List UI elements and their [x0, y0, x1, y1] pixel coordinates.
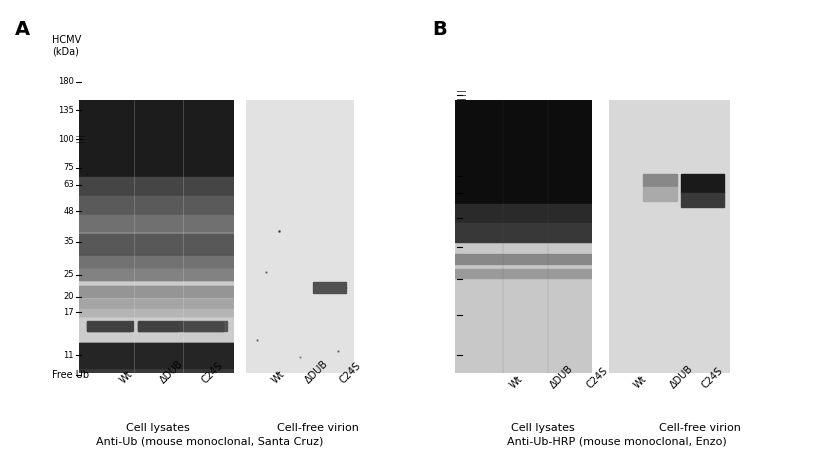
Text: (kDa): (kDa)	[52, 47, 79, 57]
Bar	[455, 269, 592, 278]
Text: Cell lysates: Cell lysates	[511, 423, 575, 433]
Bar	[87, 321, 133, 331]
Bar	[643, 174, 676, 187]
Bar	[79, 286, 234, 297]
Bar	[79, 215, 234, 231]
Text: C24S: C24S	[585, 365, 610, 390]
Bar	[681, 193, 724, 207]
Text: ΔDUB: ΔDUB	[303, 358, 330, 385]
Bar	[79, 269, 234, 280]
Bar	[79, 368, 234, 373]
Text: Anti-Ub (mouse monoclonal, Santa Cruz): Anti-Ub (mouse monoclonal, Santa Cruz)	[96, 437, 324, 447]
Text: C24S: C24S	[338, 360, 363, 385]
Bar	[184, 321, 228, 331]
Bar	[79, 100, 234, 177]
Bar	[79, 308, 234, 316]
Text: Anti-Ub-HRP (mouse monoclonal, Enzo): Anti-Ub-HRP (mouse monoclonal, Enzo)	[507, 437, 727, 447]
Bar	[79, 177, 234, 196]
Bar	[314, 282, 346, 293]
Text: Wt: Wt	[508, 374, 525, 390]
Text: A: A	[15, 20, 30, 39]
Bar	[79, 299, 234, 308]
Text: Cell-free virion: Cell-free virion	[277, 423, 359, 433]
Bar	[79, 228, 234, 242]
Text: Wt: Wt	[632, 374, 649, 390]
Bar	[643, 187, 676, 201]
Bar	[455, 204, 592, 223]
Bar	[455, 223, 592, 242]
Bar	[79, 286, 234, 297]
Bar	[79, 242, 234, 258]
Text: 100: 100	[58, 135, 74, 144]
Text: 20: 20	[63, 292, 74, 301]
Text: Wt: Wt	[118, 369, 134, 385]
Text: 17: 17	[63, 308, 74, 317]
Bar	[79, 177, 234, 204]
Text: B: B	[432, 20, 447, 39]
Bar	[79, 258, 234, 269]
Bar	[79, 234, 234, 253]
Text: HCMV: HCMV	[52, 35, 81, 45]
Text: 35: 35	[63, 238, 74, 247]
Bar	[79, 204, 234, 223]
Text: 75: 75	[63, 163, 74, 172]
Text: 25: 25	[63, 270, 74, 279]
Text: Free Ub: Free Ub	[52, 370, 89, 380]
Text: 180: 180	[58, 77, 74, 86]
Text: 135: 135	[58, 106, 74, 115]
Bar	[455, 254, 592, 264]
Bar	[79, 269, 234, 280]
Text: ΔDUB: ΔDUB	[668, 363, 695, 390]
Text: 11: 11	[63, 350, 74, 359]
Bar	[79, 309, 234, 316]
Bar	[79, 196, 234, 215]
Text: Cell-free virion: Cell-free virion	[659, 423, 741, 433]
Bar	[79, 343, 234, 368]
Bar	[87, 322, 130, 331]
Text: 48: 48	[63, 207, 74, 216]
Bar	[138, 322, 178, 331]
Bar	[79, 299, 234, 308]
Text: 63: 63	[63, 180, 74, 189]
Bar	[681, 174, 724, 193]
Bar	[138, 321, 184, 331]
Bar	[79, 256, 234, 267]
Text: Cell lysates: Cell lysates	[126, 423, 190, 433]
Text: ΔDUB: ΔDUB	[158, 358, 185, 385]
Text: C24S: C24S	[700, 365, 725, 390]
Bar	[79, 100, 234, 177]
Bar	[79, 343, 234, 368]
Text: C24S: C24S	[200, 360, 225, 385]
Bar	[183, 322, 223, 331]
Bar	[455, 100, 592, 204]
Text: ΔDUB: ΔDUB	[548, 363, 575, 390]
Text: Wt: Wt	[270, 369, 287, 385]
